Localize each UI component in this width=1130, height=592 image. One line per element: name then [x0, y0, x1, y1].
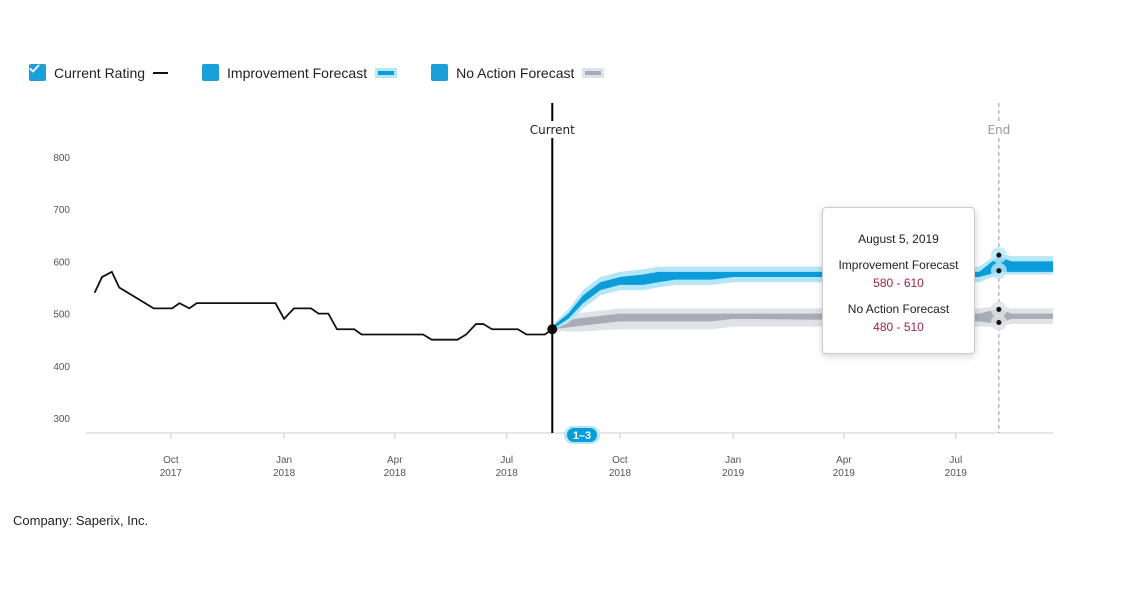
x-tick-label: Oct: [612, 455, 628, 466]
x-tick-label: Oct: [163, 455, 179, 466]
end-marker-label: End: [987, 123, 1010, 137]
legend-improvement-forecast[interactable]: Improvement Forecast: [29, 64, 398, 81]
x-tick-label: 2018: [384, 468, 407, 479]
x-tick-label: Apr: [836, 455, 852, 466]
x-tick-label: 2018: [496, 468, 519, 479]
hover-point: [996, 252, 1002, 258]
legend-label: Improvement Forecast: [227, 64, 368, 81]
hover-point: [996, 306, 1002, 312]
tooltip: August 5, 2019 Improvement Forecast 580 …: [822, 207, 975, 354]
tooltip-date: August 5, 2019: [858, 232, 939, 246]
current-marker-label: Current: [530, 123, 575, 137]
tooltip-series-range: 580 - 610: [873, 276, 924, 290]
y-tick-label: 800: [53, 153, 70, 164]
x-tick-label: 2019: [722, 468, 745, 479]
y-tick-label: 600: [53, 257, 70, 268]
legend-label: Current Rating: [54, 64, 146, 81]
hover-point: [996, 268, 1002, 274]
end-label-bg: [984, 121, 1013, 138]
y-tick-label: 500: [53, 310, 70, 321]
x-tick-label: 2019: [945, 468, 968, 479]
x-tick-label: 2019: [833, 468, 856, 479]
x-tick-label: Jul: [949, 455, 962, 466]
company-label: Company: Saperix, Inc.: [13, 513, 149, 528]
legend-no-action-forecast[interactable]: No Action Forecast: [29, 64, 605, 81]
hover-point: [996, 319, 1002, 325]
tooltip-series-range: 480 - 510: [873, 320, 924, 334]
legend-label: No Action Forecast: [456, 64, 575, 81]
badge-text: 1–3: [573, 430, 591, 442]
x-tick-label: 2017: [160, 468, 183, 479]
tooltip-series-name: Improvement Forecast: [838, 258, 959, 272]
gray-band-swatch-icon: [582, 67, 605, 78]
blue-band-swatch-icon: [375, 67, 398, 78]
x-tick-label: Jul: [500, 455, 513, 466]
y-tick-label: 700: [53, 205, 70, 216]
x-tick-label: 2018: [609, 468, 632, 479]
current-label-bg: [528, 121, 577, 138]
legend-current-rating[interactable]: Current Rating: [29, 64, 169, 81]
range-badge[interactable]: 1–3: [564, 426, 600, 444]
y-tick-label: 400: [53, 362, 70, 373]
current-rating-line: [93, 270, 553, 341]
tooltip-series-name: No Action Forecast: [847, 302, 950, 316]
y-tick-label: 300: [53, 414, 70, 425]
legend: Current Rating Improvement Forecast No A…: [29, 64, 638, 81]
x-tick-label: Apr: [387, 455, 403, 466]
checkbox-checked-icon[interactable]: [29, 64, 449, 81]
x-tick-label: Jan: [276, 455, 292, 466]
x-tick-label: 2018: [273, 468, 296, 479]
x-tick-label: Jan: [725, 455, 741, 466]
line-swatch-icon: [153, 71, 169, 74]
